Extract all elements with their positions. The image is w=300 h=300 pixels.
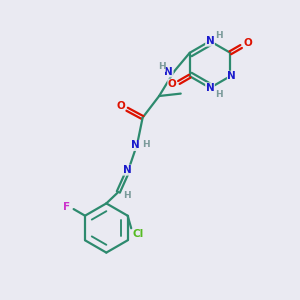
Text: Cl: Cl [132,229,143,239]
Text: N: N [227,71,236,81]
Text: H: H [158,62,165,71]
Text: O: O [116,101,125,111]
Text: O: O [168,79,177,89]
Text: F: F [64,202,70,212]
Text: N: N [123,165,132,175]
Text: N: N [206,83,214,93]
Text: N: N [131,140,140,151]
Text: O: O [243,38,252,49]
Text: H: H [215,31,223,40]
Text: N: N [164,67,173,77]
Text: H: H [215,90,223,99]
Text: H: H [123,190,130,200]
Text: H: H [142,140,150,149]
Text: N: N [206,36,214,46]
